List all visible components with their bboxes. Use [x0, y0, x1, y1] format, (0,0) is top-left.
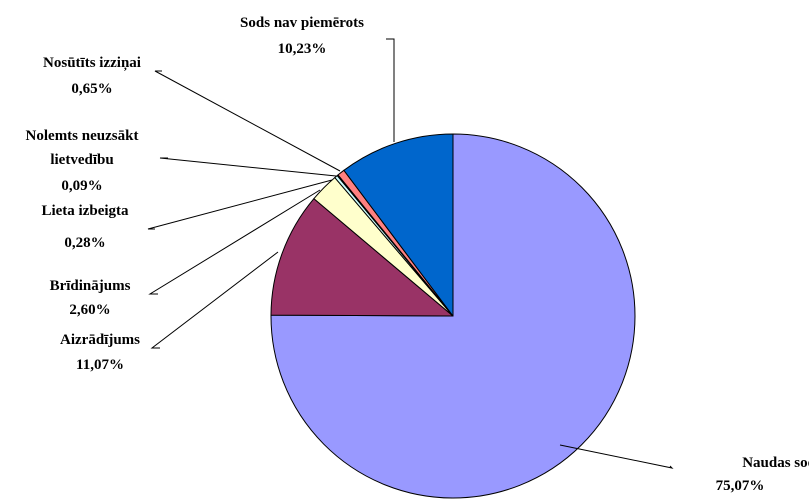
slice-value-label-sods-nav-piem-rots: 10,23%: [278, 41, 327, 57]
slices-layer: [270, 133, 636, 499]
labels-layer: Naudas sods 75,07% Aizrādījums 11,07% Brīdin…: [26, 15, 809, 494]
slice-value-label-nolemts-neuzs-kt-lietved-bu: 0,09%: [61, 178, 102, 194]
leader-lines-layer: [147, 38, 674, 469]
leader-line-nolemts-neuzs-kt-lietved-bu: [159, 157, 337, 177]
slice-value-label-nos-t-ts-izzi-ai: 0,65%: [71, 81, 112, 97]
slice-name-label-lieta-izbeigta-0: Lieta izbeigta: [41, 203, 129, 219]
slice-name-label-naudas-sods-0: Naudas sods: [742, 455, 809, 471]
slice-name-label-nos-t-ts-izzi-ai-0: Nosūtīts izziņai: [43, 55, 141, 71]
leader-line-nos-t-ts-izzi-ai: [154, 70, 341, 172]
slice-name-label-nolemts-neuzs-kt-lietved-bu-1: lietvedību: [50, 152, 113, 168]
leader-line-lieta-izbeigta: [147, 179, 333, 230]
slice-name-label-sods-nav-piem-rots-0: Sods nav piemērots: [240, 15, 364, 31]
slice-value-label-aizr-d-jums: 11,07%: [76, 357, 124, 373]
leader-line-sods-nav-piem-rots: [386, 38, 395, 142]
leader-line-br-din-jums: [148, 189, 321, 295]
pie-slice-sods-nav-piem-rots: [343, 133, 454, 317]
slice-name-label-nolemts-neuzs-kt-lietved-bu-0: Nolemts neuzsākt: [26, 128, 139, 144]
slice-value-label-naudas-sods: 75,07%: [716, 478, 765, 494]
pie-slice-aizr-d-jums: [270, 198, 454, 317]
leader-line-naudas-sods: [559, 444, 674, 469]
pie-slice-naudas-sods: [270, 133, 636, 499]
slice-value-label-br-din-jums: 2,60%: [69, 302, 110, 318]
leader-line-aizr-d-jums: [150, 251, 279, 349]
slice-value-label-lieta-izbeigta: 0,28%: [64, 235, 105, 251]
slice-name-label-aizr-d-jums-0: Aizrādījums: [60, 332, 140, 348]
slice-name-label-br-din-jums-0: Brīdinājums: [50, 278, 131, 294]
